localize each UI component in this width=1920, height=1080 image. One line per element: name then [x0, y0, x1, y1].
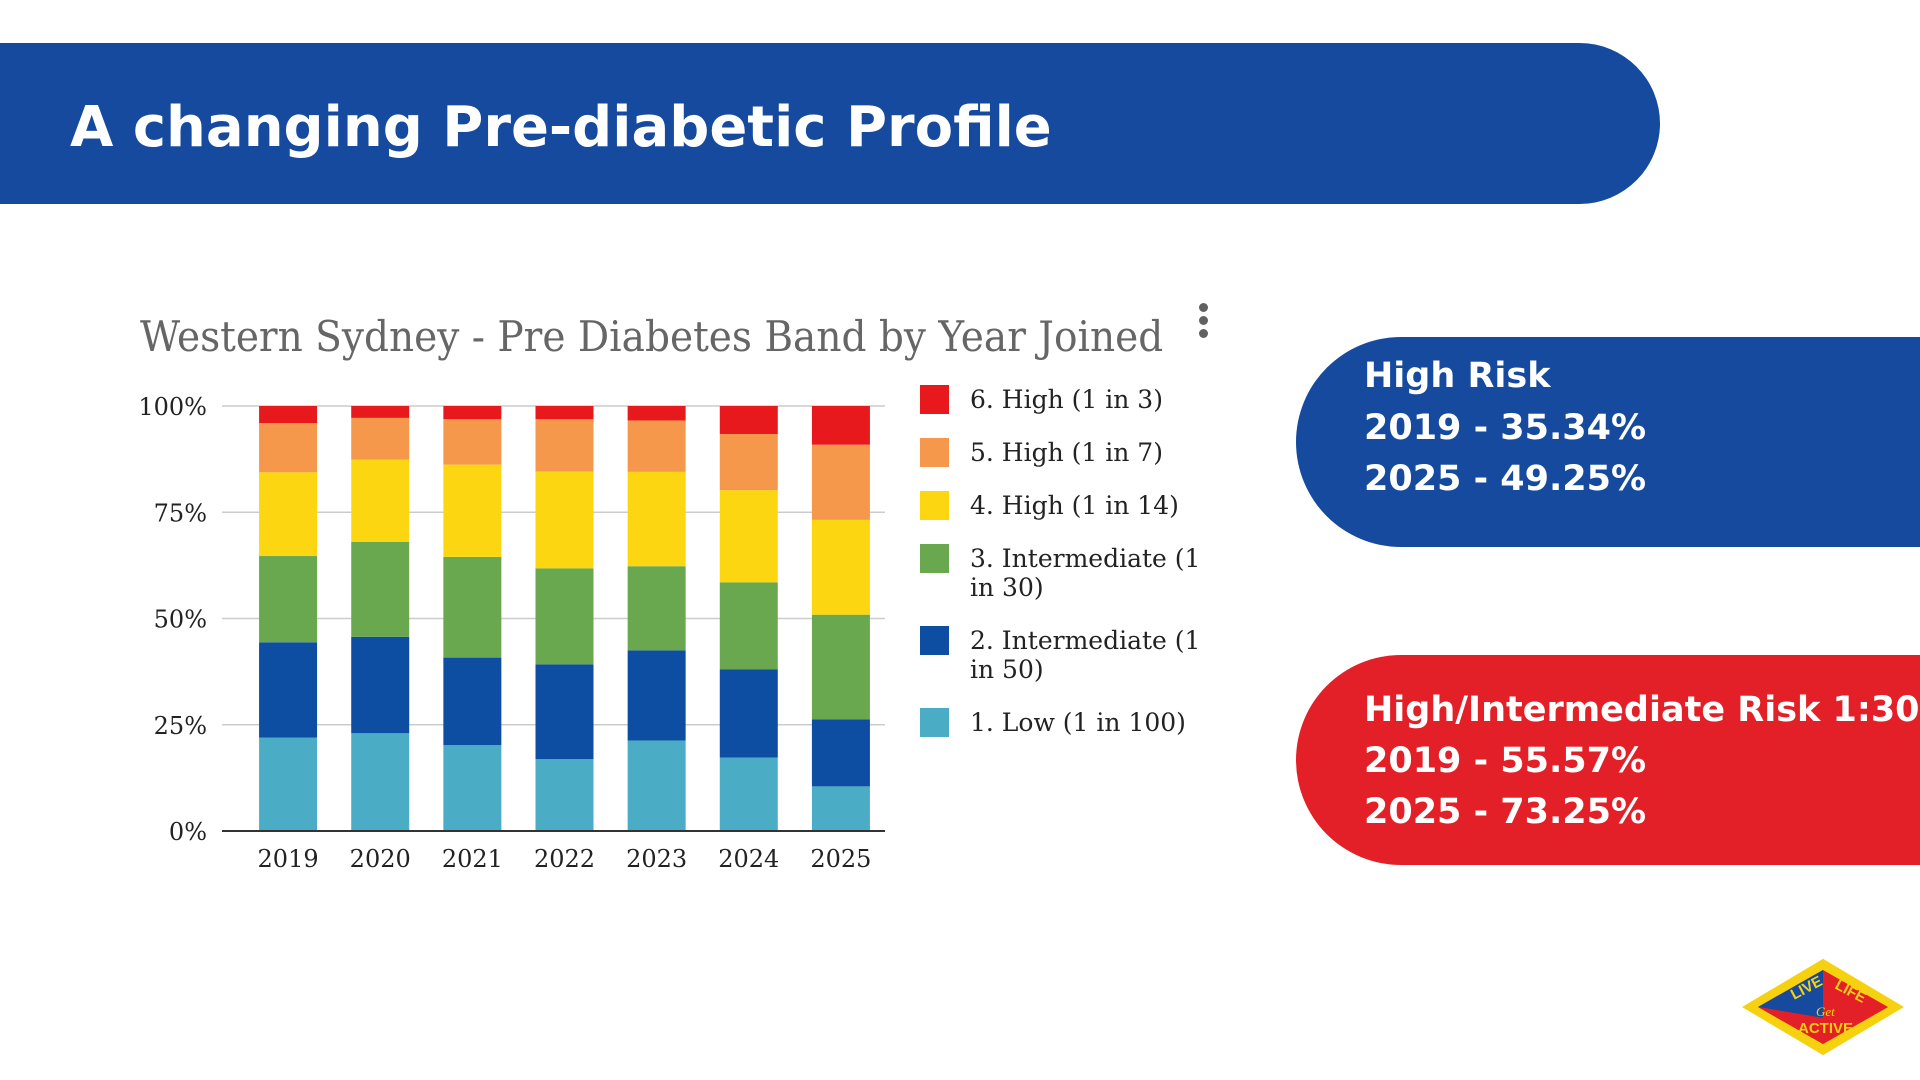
legend-swatch	[920, 438, 949, 467]
x-tick-label: 2024	[718, 845, 779, 873]
bar-segment	[627, 406, 686, 421]
high-risk-2019: 2019 - 35.34%	[1364, 408, 1647, 448]
high-risk-title: High Risk	[1364, 356, 1551, 396]
x-tick-label: 2020	[350, 845, 411, 873]
bar-segment	[627, 471, 686, 567]
legend-swatch	[920, 544, 949, 573]
x-tick-label: 2021	[442, 845, 503, 873]
bar-segment	[443, 745, 502, 831]
y-tick-label: 0%	[169, 818, 207, 846]
bar-segment	[259, 737, 318, 831]
high-intermediate-callout: High/Intermediate Risk 1:30 2019 - 55.57…	[1296, 655, 1920, 865]
bar-segment	[719, 434, 778, 491]
bar-segment	[535, 419, 594, 472]
x-tick-label: 2022	[534, 845, 595, 873]
bar-segment	[443, 419, 502, 465]
legend-swatch	[920, 491, 949, 520]
bar-segment	[719, 669, 778, 758]
bar-segment	[719, 582, 778, 670]
bar-segment	[627, 420, 686, 472]
bar-segment	[259, 642, 318, 738]
bar-segment	[719, 406, 778, 435]
bar-segment	[535, 568, 594, 665]
bar-segment	[351, 636, 410, 734]
bar-segment	[719, 490, 778, 583]
high-risk-callout: High Risk 2019 - 35.34% 2025 - 49.25%	[1296, 337, 1920, 547]
legend-label: 1. Low (1 in 100)	[970, 708, 1186, 737]
legend-label: 6. High (1 in 3)	[970, 385, 1163, 414]
bar-segment	[351, 406, 410, 418]
legend-label: 5. High (1 in 7)	[970, 438, 1163, 467]
bar-segment	[811, 444, 870, 520]
bar-segment	[627, 650, 686, 741]
bar-segment	[811, 786, 870, 831]
bar-segment	[351, 733, 410, 831]
legend-swatch	[920, 385, 949, 414]
bar-segment	[627, 566, 686, 651]
bar-segment	[443, 657, 502, 746]
legend-swatch	[920, 708, 949, 737]
x-tick-label: 2023	[626, 845, 687, 873]
bar-segment	[811, 719, 870, 787]
bar-segment	[535, 471, 594, 569]
bar-segment	[259, 556, 318, 643]
high-intermediate-2019: 2019 - 55.57%	[1364, 741, 1647, 781]
high-risk-2025: 2025 - 49.25%	[1364, 459, 1647, 499]
x-tick-label: 2025	[810, 845, 871, 873]
chart-title: Western Sydney - Pre Diabetes Band by Ye…	[140, 312, 1164, 361]
y-tick-label: 50%	[154, 606, 207, 634]
legend-label: 3. Intermediate (1 in 30)	[970, 544, 1201, 602]
bar-segment	[535, 406, 594, 420]
bar-segment	[351, 417, 410, 460]
y-tick-label: 100%	[138, 393, 207, 421]
bar-segment	[811, 614, 870, 720]
chart-area: Western Sydney - Pre Diabetes Band by Ye…	[138, 303, 1210, 873]
legend-swatch	[920, 626, 949, 655]
bar-segment	[535, 759, 594, 831]
bar-segment	[259, 406, 318, 423]
y-tick-label: 25%	[154, 712, 207, 740]
bar-segment	[351, 459, 410, 542]
bar-segment	[443, 556, 502, 658]
live-life-get-active-logo: LIVE LIFE Get ACTIVE	[1742, 958, 1904, 1056]
bar-segment	[259, 423, 318, 473]
x-tick-label: 2019	[258, 845, 319, 873]
legend-label: 2. Intermediate (1 in 50)	[970, 626, 1201, 684]
title-banner	[0, 43, 1660, 204]
legend-label: 4. High (1 in 14)	[970, 491, 1179, 520]
logo-active: ACTIVE	[1798, 1020, 1853, 1037]
bar-segment	[443, 464, 502, 557]
bar-segment	[351, 542, 410, 637]
bar-segment	[535, 664, 594, 760]
bar-segment	[259, 472, 318, 557]
bar-segment	[719, 757, 778, 831]
high-intermediate-2025: 2025 - 73.25%	[1364, 792, 1647, 832]
bar-segment	[443, 406, 502, 420]
chart-svg: 100% 75% 50% 25% 0% 2019 2020 2021 2022 2023 2024 2…	[138, 393, 885, 873]
bar-segment	[811, 406, 870, 445]
high-intermediate-title: High/Intermediate Risk 1:30	[1364, 690, 1920, 730]
kebab-menu-icon[interactable]	[1196, 303, 1210, 345]
y-tick-label: 75%	[154, 499, 207, 527]
page-title: A changing Pre-diabetic Profile	[70, 95, 1052, 160]
bar-segment	[811, 519, 870, 615]
bar-segment	[627, 740, 686, 831]
logo-get: Get	[1816, 1004, 1835, 1019]
